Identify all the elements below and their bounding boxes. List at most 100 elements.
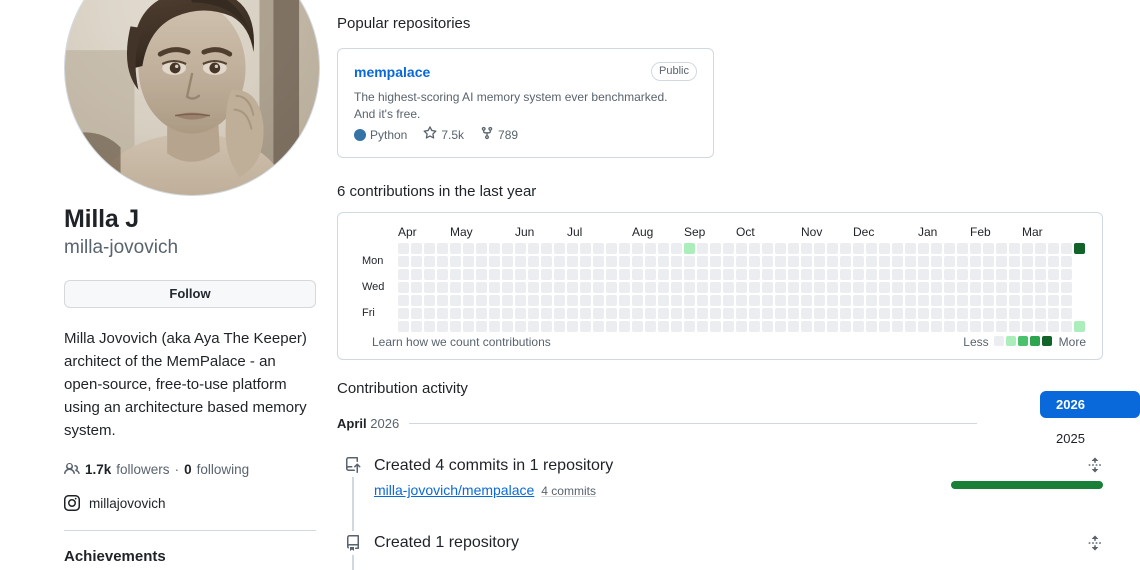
calendar-day-cell[interactable] bbox=[632, 256, 643, 267]
calendar-day-cell[interactable] bbox=[502, 282, 513, 293]
calendar-day-cell[interactable] bbox=[593, 243, 604, 254]
calendar-day-cell[interactable] bbox=[463, 282, 474, 293]
calendar-day-cell[interactable] bbox=[684, 243, 695, 254]
calendar-day-cell[interactable] bbox=[775, 308, 786, 319]
calendar-day-cell[interactable] bbox=[671, 308, 682, 319]
calendar-day-cell[interactable] bbox=[593, 295, 604, 306]
calendar-day-cell[interactable] bbox=[853, 308, 864, 319]
calendar-day-cell[interactable] bbox=[879, 308, 890, 319]
calendar-day-cell[interactable] bbox=[866, 308, 877, 319]
calendar-day-cell[interactable] bbox=[840, 256, 851, 267]
calendar-day-cell[interactable] bbox=[918, 243, 929, 254]
calendar-day-cell[interactable] bbox=[593, 321, 604, 332]
calendar-day-cell[interactable] bbox=[476, 321, 487, 332]
calendar-day-cell[interactable] bbox=[593, 269, 604, 280]
calendar-day-cell[interactable] bbox=[931, 295, 942, 306]
calendar-day-cell[interactable] bbox=[1009, 282, 1020, 293]
calendar-day-cell[interactable] bbox=[567, 295, 578, 306]
calendar-day-cell[interactable] bbox=[996, 243, 1007, 254]
calendar-day-cell[interactable] bbox=[983, 269, 994, 280]
calendar-day-cell[interactable] bbox=[788, 321, 799, 332]
calendar-day-cell[interactable] bbox=[411, 295, 422, 306]
calendar-day-cell[interactable] bbox=[1022, 295, 1033, 306]
calendar-day-cell[interactable] bbox=[970, 282, 981, 293]
calendar-day-cell[interactable] bbox=[918, 256, 929, 267]
calendar-day-cell[interactable] bbox=[970, 256, 981, 267]
calendar-day-cell[interactable] bbox=[398, 282, 409, 293]
calendar-day-cell[interactable] bbox=[515, 308, 526, 319]
calendar-day-cell[interactable] bbox=[1022, 282, 1033, 293]
followers-label[interactable]: followers bbox=[116, 461, 170, 477]
calendar-day-cell[interactable] bbox=[957, 269, 968, 280]
calendar-day-cell[interactable] bbox=[710, 243, 721, 254]
calendar-day-cell[interactable] bbox=[957, 321, 968, 332]
following-count[interactable]: 0 bbox=[184, 461, 192, 477]
calendar-day-cell[interactable] bbox=[1035, 295, 1046, 306]
calendar-day-cell[interactable] bbox=[580, 295, 591, 306]
repo-forks[interactable]: 789 bbox=[480, 126, 518, 143]
calendar-day-cell[interactable] bbox=[567, 321, 578, 332]
calendar-day-cell[interactable] bbox=[515, 243, 526, 254]
calendar-day-cell[interactable] bbox=[1035, 308, 1046, 319]
calendar-day-cell[interactable] bbox=[1022, 321, 1033, 332]
calendar-day-cell[interactable] bbox=[749, 269, 760, 280]
calendar-day-cell[interactable] bbox=[424, 282, 435, 293]
calendar-day-cell[interactable] bbox=[853, 282, 864, 293]
calendar-day-cell[interactable] bbox=[450, 243, 461, 254]
calendar-day-cell[interactable] bbox=[892, 256, 903, 267]
calendar-day-cell[interactable] bbox=[723, 243, 734, 254]
calendar-day-cell[interactable] bbox=[866, 256, 877, 267]
calendar-day-cell[interactable] bbox=[515, 295, 526, 306]
calendar-day-cell[interactable] bbox=[736, 295, 747, 306]
calendar-day-cell[interactable] bbox=[1035, 321, 1046, 332]
calendar-day-cell[interactable] bbox=[749, 243, 760, 254]
calendar-day-cell[interactable] bbox=[554, 256, 565, 267]
calendar-day-cell[interactable] bbox=[1061, 295, 1072, 306]
calendar-day-cell[interactable] bbox=[1035, 243, 1046, 254]
calendar-day-cell[interactable] bbox=[892, 243, 903, 254]
calendar-day-cell[interactable] bbox=[450, 269, 461, 280]
calendar-day-cell[interactable] bbox=[671, 295, 682, 306]
calendar-day-cell[interactable] bbox=[619, 282, 630, 293]
calendar-day-cell[interactable] bbox=[775, 269, 786, 280]
calendar-day-cell[interactable] bbox=[411, 243, 422, 254]
calendar-day-cell[interactable] bbox=[528, 295, 539, 306]
calendar-day-cell[interactable] bbox=[1035, 282, 1046, 293]
calendar-day-cell[interactable] bbox=[619, 256, 630, 267]
calendar-day-cell[interactable] bbox=[1061, 243, 1072, 254]
calendar-day-cell[interactable] bbox=[1048, 243, 1059, 254]
calendar-day-cell[interactable] bbox=[905, 321, 916, 332]
calendar-day-cell[interactable] bbox=[645, 295, 656, 306]
calendar-day-cell[interactable] bbox=[1009, 243, 1020, 254]
calendar-day-cell[interactable] bbox=[723, 282, 734, 293]
calendar-day-cell[interactable] bbox=[697, 295, 708, 306]
year-button-2026[interactable]: 2026 bbox=[1040, 391, 1140, 418]
calendar-day-cell[interactable] bbox=[970, 295, 981, 306]
calendar-day-cell[interactable] bbox=[736, 308, 747, 319]
calendar-day-cell[interactable] bbox=[1048, 269, 1059, 280]
calendar-day-cell[interactable] bbox=[645, 308, 656, 319]
calendar-day-cell[interactable] bbox=[996, 282, 1007, 293]
calendar-day-cell[interactable] bbox=[853, 295, 864, 306]
calendar-day-cell[interactable] bbox=[515, 256, 526, 267]
calendar-day-cell[interactable] bbox=[931, 282, 942, 293]
calendar-day-cell[interactable] bbox=[970, 269, 981, 280]
calendar-day-cell[interactable] bbox=[957, 295, 968, 306]
followers-count[interactable]: 1.7k bbox=[85, 461, 112, 477]
calendar-day-cell[interactable] bbox=[983, 295, 994, 306]
calendar-day-cell[interactable] bbox=[1061, 256, 1072, 267]
calendar-day-cell[interactable] bbox=[424, 243, 435, 254]
calendar-day-cell[interactable] bbox=[684, 308, 695, 319]
calendar-day-cell[interactable] bbox=[489, 269, 500, 280]
calendar-day-cell[interactable] bbox=[463, 243, 474, 254]
calendar-day-cell[interactable] bbox=[710, 282, 721, 293]
calendar-day-cell[interactable] bbox=[515, 269, 526, 280]
calendar-day-cell[interactable] bbox=[684, 269, 695, 280]
calendar-day-cell[interactable] bbox=[918, 321, 929, 332]
calendar-day-cell[interactable] bbox=[788, 282, 799, 293]
calendar-day-cell[interactable] bbox=[1048, 308, 1059, 319]
calendar-day-cell[interactable] bbox=[801, 282, 812, 293]
calendar-day-cell[interactable] bbox=[541, 295, 552, 306]
calendar-day-cell[interactable] bbox=[541, 269, 552, 280]
calendar-day-cell[interactable] bbox=[710, 269, 721, 280]
